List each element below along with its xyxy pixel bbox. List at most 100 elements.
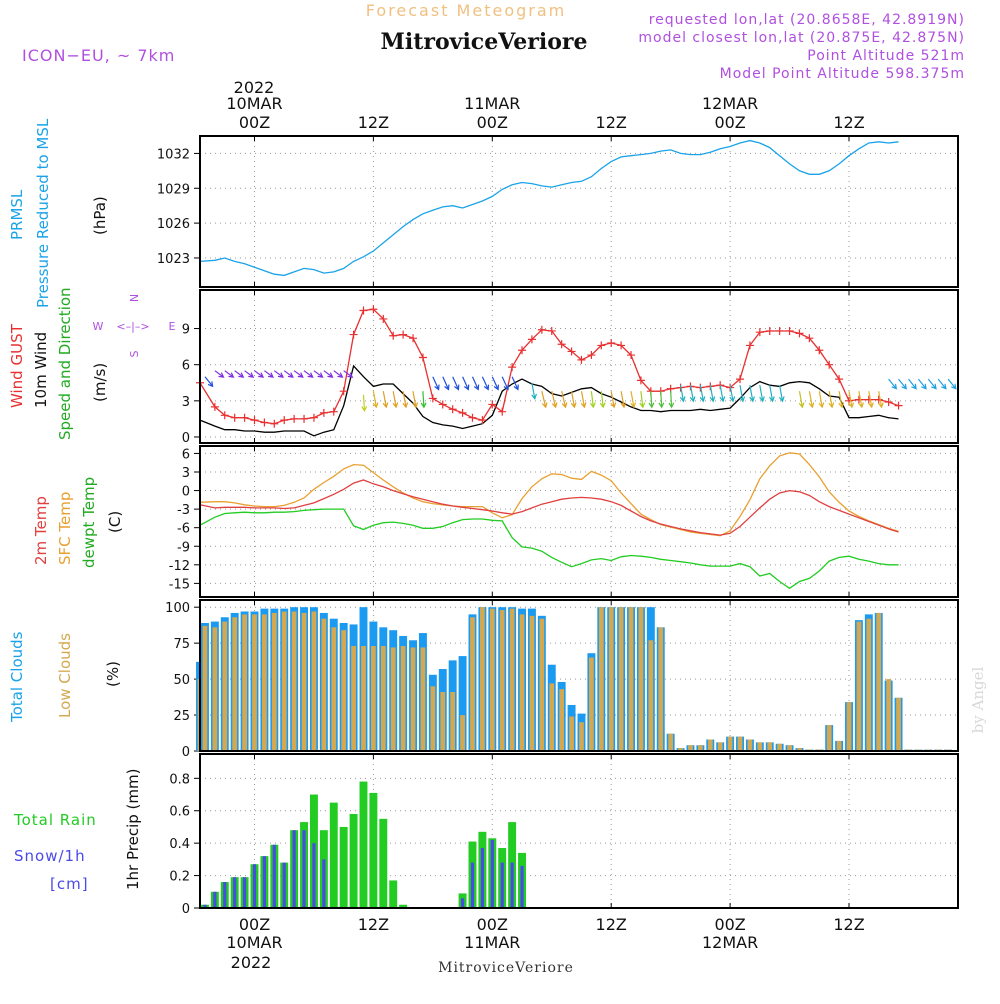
wind-direction-arrow — [947, 378, 957, 390]
temp-ytick-label: -6 — [177, 522, 190, 537]
low-cloud-bar — [499, 610, 505, 751]
forecast-meteogram-title: Forecast Meteogram — [366, 1, 566, 20]
wind-gust-marker — [448, 405, 457, 414]
low-cloud-bar — [737, 736, 743, 751]
wind-gust-marker — [478, 416, 487, 425]
wind-gust-marker — [745, 341, 754, 350]
low-cloud-bar — [380, 646, 386, 751]
celsius-unit-label: (C) — [106, 511, 124, 533]
low-cloud-bar — [489, 608, 495, 751]
low-cloud-bar — [559, 689, 565, 751]
wind-gust-marker — [557, 340, 566, 349]
panels: 1023 1026 1029 1032 0 3 6 9 6 3 0 -3 -6 -9 -12 -15 0 25 50… — [157, 136, 959, 917]
station-title: MitroviceVeriore — [381, 29, 588, 55]
snow-bar — [223, 882, 227, 908]
low-cloud-bar — [579, 722, 584, 751]
wind-direction-arrow — [442, 376, 450, 391]
low-cloud-bar — [717, 742, 723, 751]
wind-direction-arrow — [283, 370, 294, 378]
clouds-ytick-label: 75 — [173, 637, 190, 652]
wind-direction-arrow — [917, 378, 927, 390]
low-cloud-bar — [410, 647, 416, 751]
bottom-date-label: 11MAR — [464, 933, 520, 952]
bottom-hour-label: 00Z — [714, 915, 745, 934]
wind-gust-marker — [825, 360, 834, 369]
wind-gust-marker — [339, 387, 348, 396]
wind-gust-marker — [597, 341, 606, 350]
point-altitude: Point Altitude 521m — [807, 48, 965, 64]
wind-gust-marker — [210, 402, 219, 411]
wind-direction-arrow — [234, 370, 245, 378]
closest-coords: model closest lon,lat (20.875E, 42.875N) — [638, 30, 965, 46]
compass-west: W — [93, 320, 104, 333]
wind-direction-arrow — [420, 391, 427, 409]
wind-direction-arrow — [204, 376, 214, 388]
bottom-hour-label: 12Z — [358, 915, 389, 934]
low-cloud-bar — [638, 607, 644, 751]
temp-ytick-label: -15 — [169, 577, 190, 592]
wind-direction-arrow — [570, 391, 577, 409]
top-date-label: 10MAR — [226, 94, 282, 113]
low-cloud-bar — [886, 679, 892, 751]
wind-direction-arrow — [818, 391, 825, 409]
bottom-date-label: 12MAR — [702, 933, 758, 952]
low-cloud-bar — [549, 683, 555, 751]
low-cloud-bar — [351, 646, 356, 751]
wind-direction-arrow — [244, 370, 255, 378]
wind-direction-arrow — [531, 382, 537, 401]
wind-gust-marker — [755, 328, 764, 337]
clouds-frame — [199, 599, 959, 752]
top-hour-label: 12Z — [833, 113, 864, 132]
temp-ytick-label: 6 — [182, 447, 190, 462]
wind-direction-arrow — [729, 385, 736, 403]
low-cloud-bar — [450, 692, 456, 751]
low-cloud-bar — [311, 611, 317, 751]
low-cloud-bar — [658, 627, 664, 751]
pressure-ytick-label: 1023 — [157, 252, 190, 267]
wind-direction-arrow — [224, 370, 235, 378]
low-cloud-bar — [480, 607, 485, 751]
wind-direction-arrow — [432, 376, 440, 391]
low-cloud-bar — [440, 692, 446, 751]
low-cloud-bar — [836, 740, 842, 751]
wind-direction-arrow — [323, 370, 334, 378]
low-cloud-bar — [281, 611, 287, 751]
wind-direction-arrow — [937, 378, 947, 390]
clouds-ytick-label: 0 — [182, 745, 190, 760]
low-cloud-bar — [767, 742, 773, 751]
low-cloud-bar — [698, 745, 703, 751]
low-cloud-bar — [688, 745, 693, 751]
wind-direction-arrow — [561, 391, 568, 409]
top-hour-label: 00Z — [714, 113, 745, 132]
wind-direction-arrow — [501, 376, 509, 391]
top-hour-label: 00Z — [239, 113, 270, 132]
wind-gust-marker — [359, 306, 368, 315]
total-rain-label: Total Rain — [13, 811, 97, 829]
wind-direction-arrow — [471, 376, 480, 391]
pressure-msl-label: Pressure Reduced to MSL — [34, 118, 52, 308]
wind-direction-arrow — [648, 391, 655, 409]
wind-ytick-label: 0 — [182, 431, 190, 446]
snow-label: Snow/1h — [14, 847, 86, 865]
temp-ytick-label: 0 — [182, 485, 190, 500]
wind-frame — [199, 289, 959, 444]
wind-direction-arrow — [491, 376, 499, 391]
wind-direction-arrow — [303, 370, 314, 378]
wind-gust-marker — [399, 330, 408, 339]
wind-direction-arrow — [808, 391, 815, 409]
wind-gust-marker — [547, 326, 556, 335]
wind-gust-marker — [428, 394, 437, 403]
wind-gust-marker — [230, 413, 239, 422]
compass-rose: W <–|–> E N S — [93, 294, 176, 358]
wind-gust-marker — [518, 346, 527, 355]
wind-gust-marker — [418, 353, 427, 362]
wind-gust-marker — [815, 346, 824, 355]
wind-gust-marker — [874, 395, 883, 404]
wind-direction-arrow — [798, 391, 805, 409]
temp-ytick-label: 3 — [182, 466, 190, 481]
low-cloud-bar — [400, 646, 406, 751]
pressure-ytick-label: 1032 — [157, 147, 190, 162]
wind-gust-marker — [617, 341, 626, 350]
precip-ytick-label: 0.6 — [169, 805, 190, 820]
